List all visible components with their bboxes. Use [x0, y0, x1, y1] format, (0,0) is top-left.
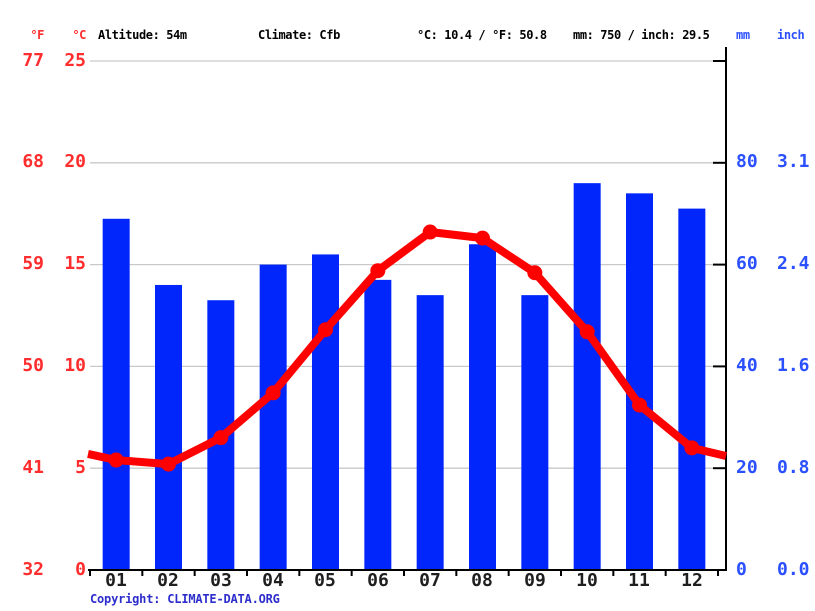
axis-c-tick: 15	[64, 253, 86, 274]
month-label: 01	[105, 570, 127, 591]
temperature-point	[684, 440, 700, 456]
copyright-line: Copyright: CLIMATE-DATA.ORG	[90, 592, 280, 607]
month-label: 03	[210, 570, 232, 591]
axis-f-tick: 41	[22, 457, 44, 478]
temperature-point	[108, 452, 124, 468]
header-mm-unit: mm	[736, 28, 750, 42]
temperature-point	[527, 265, 543, 281]
temperature-point	[161, 456, 176, 472]
precipitation-bar	[573, 183, 601, 570]
header-inch-unit: inch	[777, 28, 805, 42]
month-label: 06	[367, 570, 389, 591]
precipitation-bar	[416, 295, 444, 570]
month-label: 12	[681, 570, 703, 591]
axis-mm-tick: 80	[736, 151, 758, 172]
precipitation-bar	[155, 284, 182, 570]
precipitation-bar	[364, 279, 392, 570]
axis-f-tick: 32	[22, 559, 44, 580]
header-fahrenheit-unit: °F	[30, 28, 44, 42]
temperature-point	[632, 397, 647, 413]
month-label: 02	[157, 570, 179, 591]
axis-mm-tick: 0	[736, 559, 747, 580]
month-label: 05	[314, 570, 336, 591]
precipitation-bar	[469, 244, 496, 571]
axis-c-tick: 0	[75, 559, 86, 580]
month-label: 10	[576, 570, 598, 591]
month-label: 04	[262, 570, 284, 591]
axis-inch-tick: 1.6	[777, 355, 810, 376]
month-label: 09	[524, 570, 546, 591]
axis-f-tick: 77	[22, 50, 44, 71]
month-label: 08	[471, 570, 493, 591]
temperature-point	[579, 324, 595, 340]
axis-mm-tick: 60	[736, 253, 758, 274]
precipitation-bar	[312, 254, 339, 571]
precipitation-bar	[102, 218, 130, 571]
month-label: 11	[628, 570, 650, 591]
month-label: 07	[419, 570, 441, 591]
precipitation-bar	[259, 264, 287, 570]
temperature-point	[213, 430, 229, 446]
header-celsius-unit: °C	[72, 28, 86, 42]
axis-mm-tick: 40	[736, 355, 758, 376]
header-climate-class: Climate: Cfb	[258, 28, 340, 42]
axis-inch-tick: 3.1	[777, 151, 810, 172]
axis-f-tick: 68	[22, 151, 44, 172]
precipitation-bar	[678, 208, 706, 571]
axis-f-tick: 59	[22, 253, 44, 274]
axis-c-tick: 5	[75, 457, 86, 478]
temperature-point	[318, 322, 333, 338]
precipitation-bar	[626, 193, 653, 570]
axis-inch-tick: 2.4	[777, 253, 810, 274]
temperature-point	[422, 224, 438, 240]
header-precip-summary: mm: 750 / inch: 29.5	[573, 28, 710, 42]
header-altitude: Altitude: 54m	[98, 28, 187, 42]
copyright-link[interactable]: CLIMATE-DATA.ORG	[167, 592, 280, 606]
copyright-prefix: Copyright:	[90, 592, 168, 606]
temperature-point	[370, 263, 386, 279]
axis-inch-tick: 0.8	[777, 457, 810, 478]
temperature-point	[475, 230, 490, 246]
axis-inch-tick: 0.0	[777, 559, 810, 580]
axis-c-tick: 20	[64, 151, 86, 172]
axis-c-tick: 10	[64, 355, 86, 376]
axis-c-tick: 25	[64, 50, 86, 71]
precipitation-bar	[521, 295, 549, 570]
temperature-line	[87, 228, 727, 469]
header-temp-summary: °C: 10.4 / °F: 50.8	[417, 28, 547, 42]
axis-f-tick: 50	[22, 355, 44, 376]
temperature-point	[265, 385, 281, 401]
axis-mm-tick: 20	[736, 457, 758, 478]
